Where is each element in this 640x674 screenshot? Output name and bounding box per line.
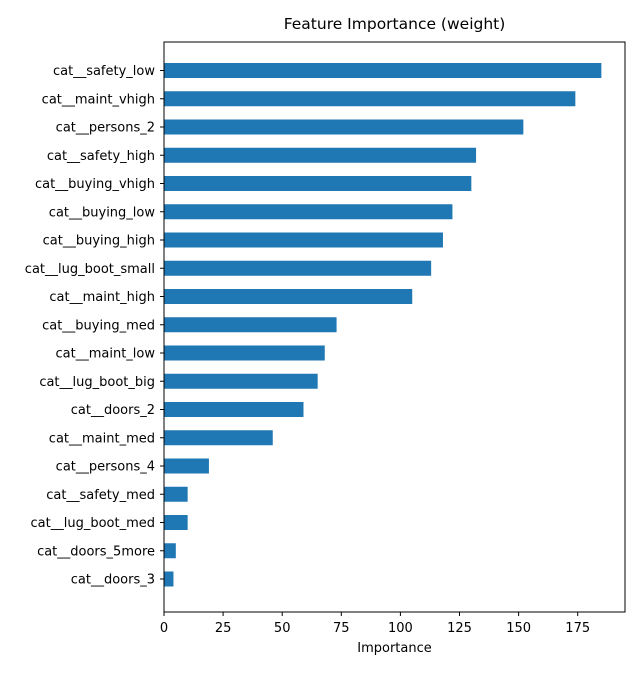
bar-cat__buying_high [164,232,443,248]
y-tick-label: cat__maint_high [49,290,155,305]
bar-cat__maint_low [164,345,325,361]
bar-cat__safety_low [164,63,602,78]
y-tick-label: cat__persons_4 [56,460,155,475]
y-tick-label: cat__buying_low [49,205,156,220]
y-tick-label: cat__maint_low [56,347,156,362]
bar-cat__buying_med [164,317,337,333]
bar-cat__lug_boot_big [164,373,318,389]
bar-cat__safety_high [164,147,477,163]
y-axis-ticks: cat__safety_low cat__maint_vhigh cat__pers… [25,64,164,588]
y-tick-label: cat__persons_2 [56,121,155,136]
x-tick-label: 175 [565,621,590,636]
x-tick-label: 150 [506,621,531,636]
y-tick-label: cat__lug_boot_big [39,375,155,390]
y-tick-label: cat__buying_vhigh [35,177,155,192]
bar-cat__persons_4 [164,458,209,474]
y-tick-label: cat__buying_high [43,234,155,249]
y-tick-label: cat__lug_boot_med [31,516,155,531]
y-tick-label: cat__buying_med [42,318,155,333]
bar-cat__safety_med [164,486,188,502]
bar-cat__lug_boot_small [164,260,432,276]
x-axis-label: Importance [357,641,432,656]
bar-cat__maint_med [164,430,273,446]
y-tick-label: cat__maint_med [49,431,155,446]
x-axis-ticks: 0 25 50 75 100 125 150 175 [160,612,590,636]
bar-cat__persons_2 [164,119,524,135]
x-tick-label: 0 [160,621,168,636]
y-tick-label: cat__safety_high [47,149,155,164]
x-tick-label: 25 [215,621,232,636]
x-tick-label: 75 [333,621,350,636]
y-tick-label: cat__doors_3 [71,573,155,588]
y-tick-label: cat__safety_low [53,64,155,79]
y-tick-label: cat__safety_med [46,488,155,503]
bar-cat__maint_high [164,289,413,304]
y-tick-label: cat__doors_2 [71,403,155,418]
bar-cat__maint_vhigh [164,91,576,107]
bar-cat__lug_boot_med [164,515,188,530]
bar-cat__doors_2 [164,402,304,417]
y-tick-label: cat__maint_vhigh [42,92,155,107]
bar-cat__doors_5more [164,543,176,559]
bar-cat__buying_low [164,204,453,220]
plot-frame [163,41,626,613]
x-tick-label: 50 [274,621,291,636]
y-tick-label: cat__doors_5more [37,544,155,559]
bar-cat__buying_vhigh [164,176,472,191]
y-tick-label: cat__lug_boot_small [25,262,155,277]
x-tick-label: 100 [388,621,413,636]
x-tick-label: 125 [447,621,472,636]
bars-layer [164,63,602,587]
bar-cat__doors_3 [164,571,174,587]
chart-title: Feature Importance (weight) [284,15,506,33]
